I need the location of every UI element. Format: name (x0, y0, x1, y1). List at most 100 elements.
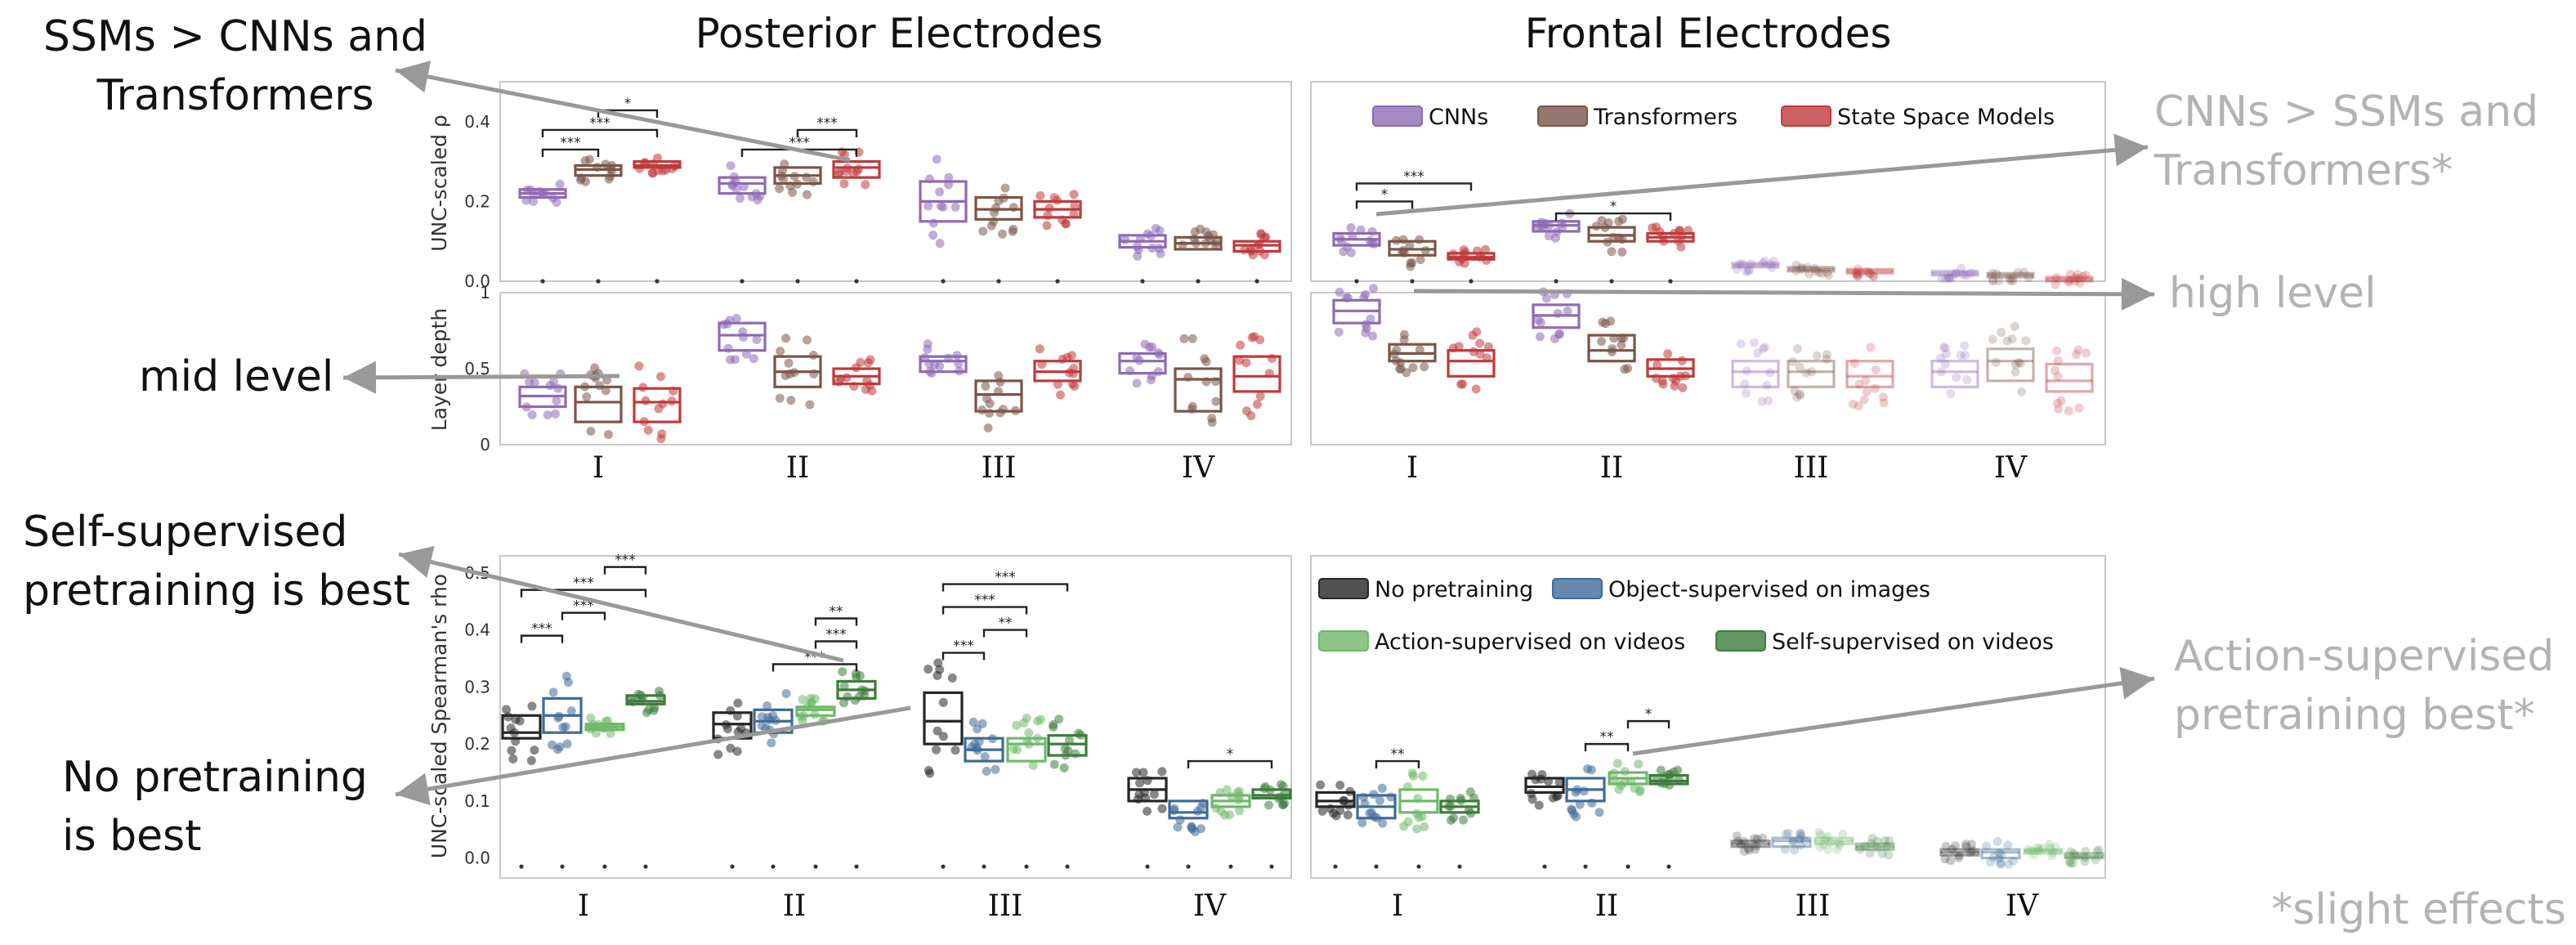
arch-front-depth-point (1879, 398, 1889, 408)
pre-front-point (1881, 842, 1891, 852)
legend-pre-2-swatch (1318, 630, 1369, 652)
arch-front-rho-point (1791, 260, 1801, 270)
pre-front-point (1331, 811, 1341, 821)
arch-post-depth-point (643, 425, 653, 435)
arch-front-x-II: II (1600, 451, 1623, 485)
arch-front-rho-box-state-space-models-3 (2045, 275, 2094, 283)
arch-post-depth-point (719, 320, 729, 329)
baseline-marker (1583, 864, 1588, 869)
arch-front-depth-point (1807, 367, 1817, 377)
arch-front-depth-box-state-space-models-3 (2045, 362, 2094, 393)
pre-front-point (1420, 822, 1429, 831)
arch-front-rho-point (1850, 268, 1860, 278)
pre-post-point (932, 745, 941, 755)
arch-front-rho-point (2006, 275, 2015, 285)
axis-labels: Posterior Electrodes Frontal Electrodes 0.… (427, 10, 2039, 923)
pre-front-point (1449, 813, 1458, 823)
arch-post-rho-point (808, 177, 818, 186)
arch-front-rho-point (2051, 280, 2060, 289)
arch-post-depth-point (549, 377, 558, 387)
arch-front-depth-point (1792, 344, 1802, 354)
pre-front-point (1967, 840, 1976, 849)
panel-frame-postTop (499, 81, 1292, 282)
pre-post-point (982, 766, 991, 776)
pre-post-sig-III-3-label: *** (995, 570, 1016, 586)
arch-front-depth-point (1749, 338, 1759, 347)
pre-post-point (1065, 736, 1074, 746)
arch-front-depth-point (1600, 319, 1610, 329)
anno-action-supervised-line-1: pretraining best* (2174, 691, 2535, 740)
arch-front-rho-point (1415, 255, 1425, 264)
pre-post-point (1157, 767, 1167, 777)
arrow-self-supervised-head (399, 545, 435, 578)
pre-post-point (851, 669, 861, 679)
arch-post-rho-point (1156, 249, 1165, 258)
arch-front-depth-point (1369, 284, 1378, 293)
arch-post-sig-I-1 (541, 128, 659, 137)
arch-post-rho-point (803, 190, 812, 199)
arch-front-depth-box-state-space-models-2 (1845, 360, 1894, 388)
pre-front-point (1961, 842, 1971, 852)
arch-front-depth-point (1483, 342, 1493, 352)
baseline-marker (1065, 864, 1070, 869)
pre-post-point (1235, 806, 1245, 816)
pre-front-point (2080, 853, 2090, 862)
arch-front-depth-point (1608, 347, 1617, 356)
legend-arch-0-label: CNNs (1429, 105, 1488, 130)
pre-post-sig-II-1-label: *** (825, 626, 847, 643)
pre-post-point (713, 750, 723, 759)
baseline-marker (643, 864, 648, 869)
arch-front-rho-point (1805, 269, 1814, 279)
arch-front-depth-point (1942, 349, 1952, 359)
pre-post-point (1060, 744, 1070, 754)
pre-front-point (1795, 835, 1805, 844)
arch-front-depth-point (1878, 392, 1888, 402)
arrow-cnn-frontal-shaft (1375, 145, 2149, 217)
pre-post-point (1173, 822, 1183, 832)
baseline-marker (1668, 279, 1673, 284)
pre-front-point (1527, 795, 1537, 804)
arch-front-depth-point (1366, 314, 1375, 324)
pre-post-point (798, 695, 807, 705)
pre-front-point (1783, 828, 1793, 838)
arch-front-depth-point (1988, 334, 1997, 344)
pre-post-point (838, 667, 847, 677)
arch-post-depth-box-state-space-models-0 (633, 387, 682, 423)
arch-front-depth-point (2064, 406, 2073, 416)
arch-front-depth-point (1415, 345, 1424, 355)
arch-front-rho-point (1966, 268, 1976, 278)
pre-front-point (1554, 777, 1564, 787)
pre-post-sig-I-1-label: *** (573, 598, 594, 615)
arrow-action-supervised-shaft (1632, 676, 2155, 756)
arch-post-rho-point (1069, 190, 1079, 199)
arch-post-depth-point (726, 355, 736, 365)
arch-front-depth-point (1623, 364, 1633, 374)
pre-front-point (2066, 847, 2076, 857)
arch-front-depth-box-cnns-3 (1930, 360, 1979, 388)
arch-post-depth-box-cnns-2 (919, 355, 968, 374)
pre-post-point (991, 764, 1000, 774)
baseline-marker (996, 279, 1001, 284)
pre-front-point (1758, 833, 1768, 843)
pre-post-point (1024, 728, 1034, 737)
arch-front-rho-point (1937, 273, 1947, 283)
arch-front-rho-point (1852, 268, 1862, 278)
arch-post-depth-point (656, 372, 665, 382)
pre-post-point (526, 755, 536, 765)
arch-front-depth-point (2072, 350, 2082, 359)
pre-post-point (843, 692, 852, 701)
arch-front-rho-point (1988, 276, 1998, 286)
pre-front-sig-I-0-label: ** (1391, 746, 1405, 763)
arch-post-depth-point (590, 363, 600, 373)
pre-post-point (1135, 778, 1145, 788)
pre-post-sig-II-1 (814, 640, 858, 649)
arch-front-rho-point (1737, 259, 1747, 269)
pre-post-point (1187, 822, 1196, 831)
arch-front-depth-point (1854, 401, 1863, 411)
pre-front-point (1867, 839, 1876, 849)
pre-front-point (1941, 841, 1951, 851)
pre-front-x-II: II (1595, 889, 1618, 923)
pre-post-point (938, 732, 948, 741)
pre-post-point (1264, 800, 1273, 810)
baseline-marker (519, 864, 524, 869)
